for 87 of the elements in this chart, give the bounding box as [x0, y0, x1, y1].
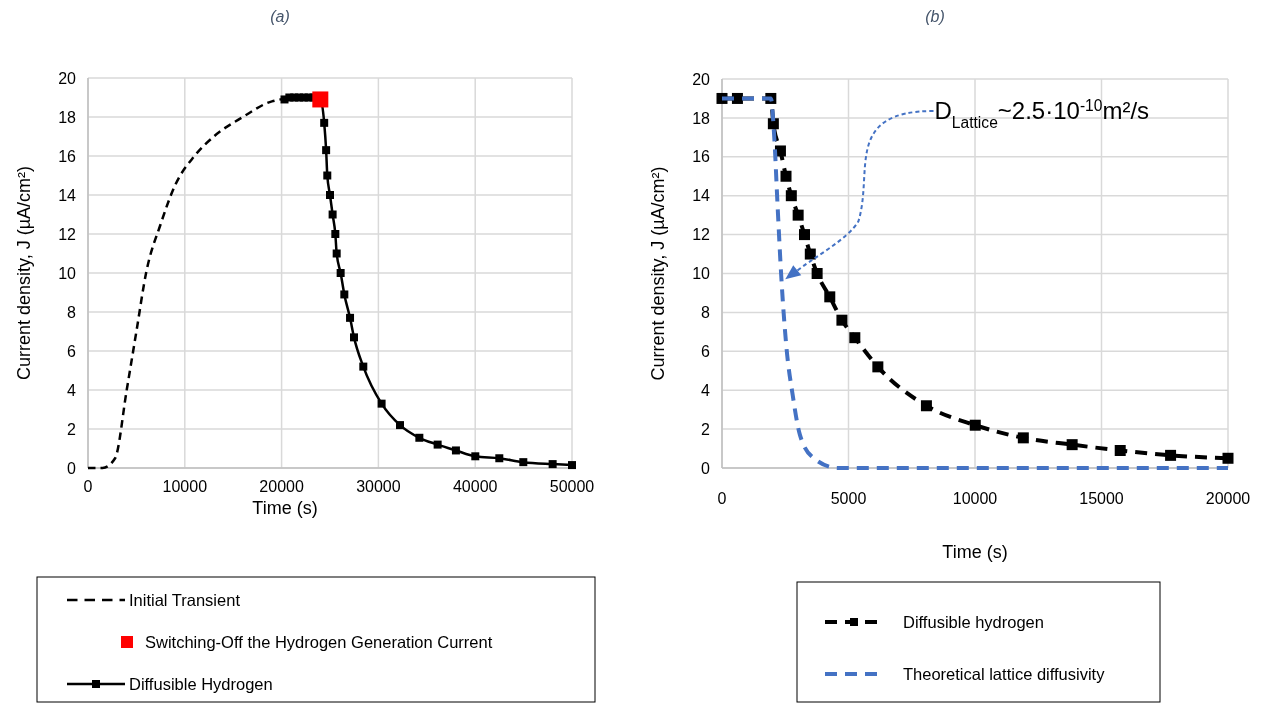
x-tick-label: 20000 [259, 478, 304, 495]
point [785, 190, 797, 202]
point [849, 332, 861, 344]
point [780, 170, 792, 182]
point [548, 460, 557, 469]
point [969, 419, 981, 431]
y-tick-label: 18 [692, 109, 711, 127]
point [792, 209, 804, 221]
y-tick-label: 14 [692, 187, 711, 205]
legend-label: Initial Transient [129, 590, 241, 609]
point [568, 461, 576, 470]
y-tick-label: 8 [701, 304, 711, 321]
point [836, 314, 848, 326]
y-tick-label: 20 [692, 70, 711, 88]
point [350, 333, 359, 342]
x-axis-title: Time (s) [252, 498, 318, 518]
point [920, 400, 932, 412]
point [395, 421, 404, 430]
x-axis-title: Time (s) [942, 542, 1008, 562]
y-tick-label: 2 [67, 420, 77, 438]
y-tick-label: 18 [58, 108, 77, 126]
x-tick-label: 40000 [452, 478, 498, 495]
y-tick-label: 2 [701, 420, 711, 438]
x-tick-label: 50000 [549, 478, 595, 495]
x-tick-label: 5000 [830, 490, 867, 507]
point [872, 361, 884, 373]
point [415, 433, 424, 442]
y-tick-label: 6 [67, 342, 77, 360]
point [767, 118, 779, 130]
point [312, 91, 329, 108]
y-tick-label: 14 [58, 186, 77, 204]
point [495, 454, 504, 463]
point [1017, 432, 1029, 444]
point [340, 290, 349, 299]
y-tick-label: 10 [58, 264, 77, 282]
point [804, 248, 816, 260]
legend-label: Diffusible Hydrogen [129, 674, 273, 693]
point [731, 92, 743, 104]
y-tick-label: 12 [692, 226, 711, 244]
x-tick-label: 20000 [1205, 490, 1251, 507]
point [1165, 449, 1177, 461]
point [359, 362, 368, 371]
x-tick-label: 10000 [952, 490, 998, 507]
point [471, 452, 480, 461]
y-tick-label: 10 [692, 265, 711, 283]
point [326, 191, 334, 199]
chart-title: (b) [925, 8, 945, 25]
y-tick-label: 16 [58, 147, 77, 165]
y-axis-title: Current density, J (µA/cm²) [648, 166, 668, 381]
y-tick-label: 4 [701, 381, 711, 399]
legend-label: Diffusible hydrogen [903, 612, 1044, 631]
x-tick-label: 0 [717, 490, 727, 507]
y-tick-label: 6 [701, 342, 711, 360]
y-tick-label: 12 [58, 225, 77, 243]
y-tick-label: 16 [692, 148, 711, 166]
point [1222, 452, 1234, 464]
point [798, 229, 810, 241]
point [331, 230, 340, 238]
point [377, 399, 386, 408]
chart-title: (a) [270, 8, 290, 25]
x-tick-label: 15000 [1079, 490, 1124, 507]
point [328, 210, 337, 219]
point [322, 146, 331, 155]
point [451, 446, 460, 455]
y-tick-label: 0 [701, 459, 711, 477]
point [320, 118, 329, 127]
y-tick-label: 8 [67, 303, 77, 321]
y-axis-title: Current density, J (µA/cm²) [14, 165, 34, 381]
y-tick-label: 4 [67, 381, 77, 399]
point [336, 269, 345, 277]
point [824, 291, 836, 303]
x-tick-label: 0 [83, 478, 93, 495]
point [332, 249, 341, 258]
y-tick-label: 20 [58, 69, 77, 87]
point [811, 268, 823, 279]
x-tick-label: 10000 [162, 478, 208, 495]
point [1114, 445, 1126, 456]
x-tick-label: 30000 [356, 478, 401, 495]
point [323, 171, 332, 180]
point [1066, 439, 1078, 451]
point [519, 458, 528, 467]
legend-label: Switching-Off the Hydrogen Generation Current [145, 632, 493, 651]
annotation: D$_{Lattice}$~2.5·10$^{-10}$m²/s [934, 96, 1150, 131]
point [433, 440, 442, 449]
y-tick-label: 0 [67, 459, 77, 477]
point [346, 313, 355, 322]
legend-label: Theoretical lattice diffusivity [903, 664, 1106, 683]
